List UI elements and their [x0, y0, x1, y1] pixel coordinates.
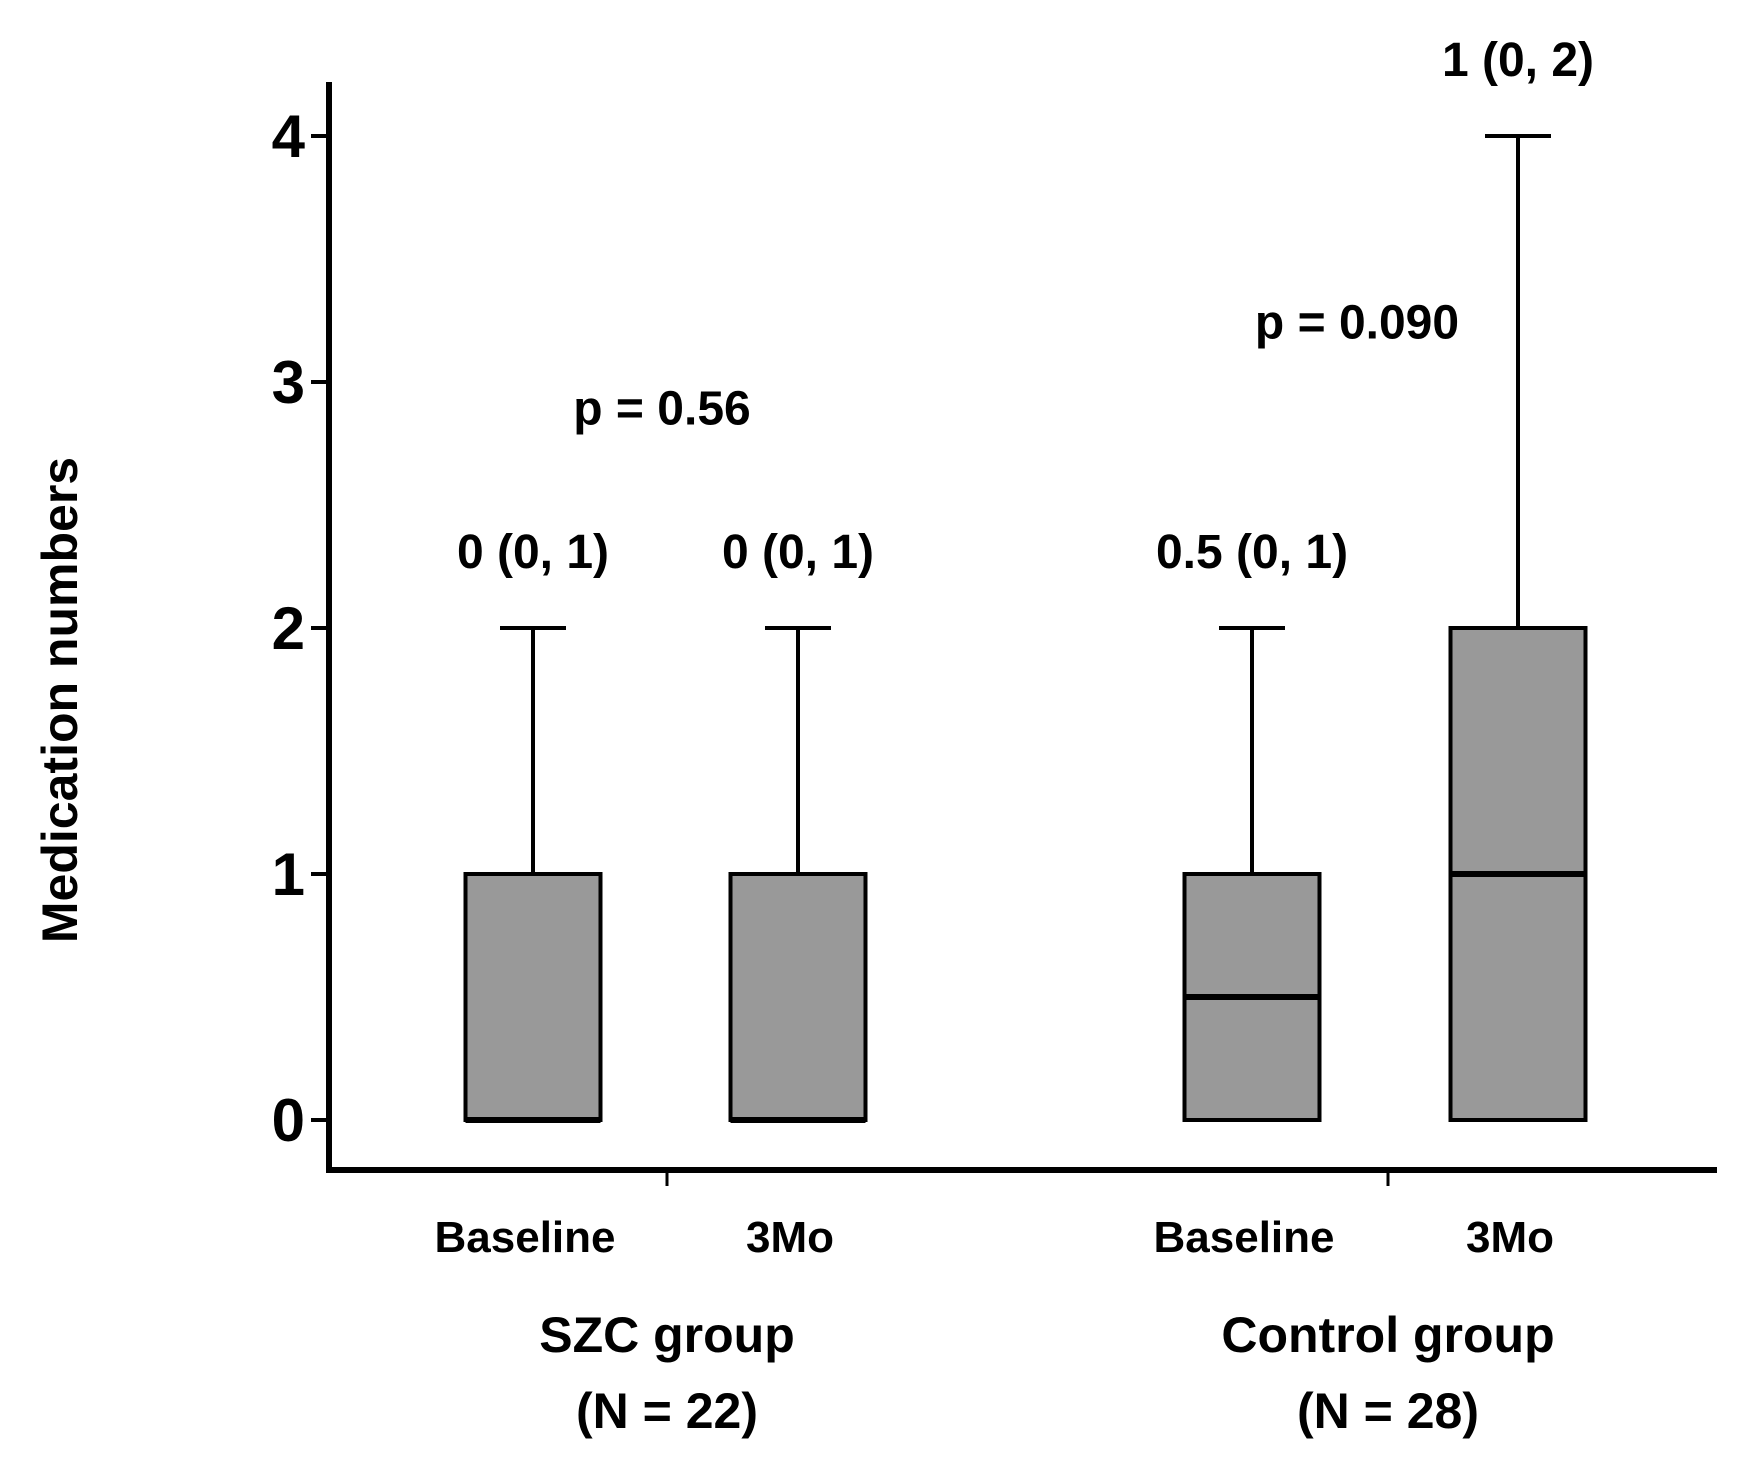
y-tick-label: 0	[272, 1087, 305, 1154]
x-category-label: Baseline	[1154, 1213, 1335, 1262]
group-name-label: Control group	[1221, 1307, 1554, 1363]
y-ticks: 0 1 2 3 4	[272, 103, 329, 1154]
boxes	[463, 134, 1588, 1123]
box-annotation: 0 (0, 1)	[722, 526, 874, 579]
x-category-label: 3Mo	[1466, 1213, 1554, 1262]
group-n-label: (N = 22)	[576, 1383, 758, 1439]
box-annotation: 1 (0, 2)	[1442, 34, 1594, 87]
y-tick-label: 4	[272, 103, 306, 170]
box-iqr	[728, 872, 868, 1122]
y-tick-label: 1	[272, 841, 305, 908]
box-annotation: 0 (0, 1)	[457, 526, 609, 579]
box-iqr	[463, 872, 603, 1122]
p-value-label: p = 0.56	[573, 383, 750, 436]
y-axis-title-group: Medication numbers	[32, 457, 88, 943]
group-n-label: (N = 28)	[1297, 1383, 1479, 1439]
y-tick-label: 3	[272, 349, 305, 416]
box-annotation: 0.5 (0, 1)	[1156, 526, 1348, 579]
y-tick-label: 2	[272, 595, 305, 662]
x-category-label: 3Mo	[746, 1213, 834, 1262]
x-category-label: Baseline	[435, 1213, 616, 1262]
group-name-label: SZC group	[539, 1307, 795, 1363]
x-axis-labels: Baseline 3Mo SZC group (N = 22) Baseline 3Mo C…	[435, 1213, 1555, 1439]
y-axis-title: Medication numbers	[32, 457, 88, 943]
annotations: 0 (0, 1) 0 (0, 1) p = 0.56 0.5 (0, 1) 1 (0, …	[457, 34, 1594, 579]
p-value-label: p = 0.090	[1255, 297, 1459, 350]
